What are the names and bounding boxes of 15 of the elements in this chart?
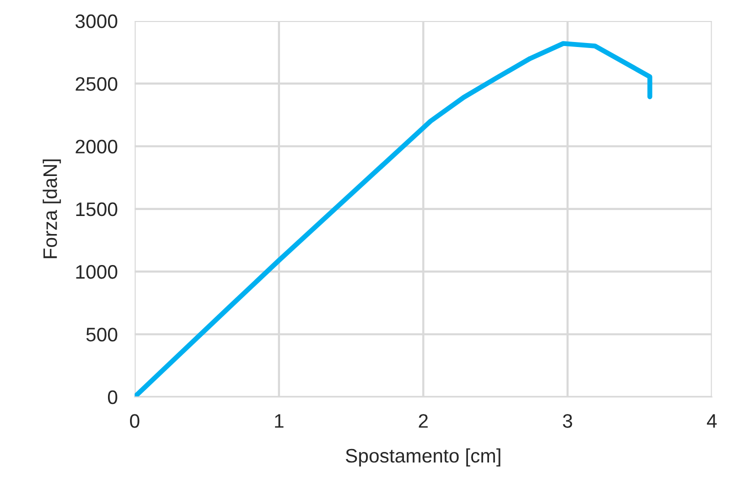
x-tick-label: 2: [418, 414, 428, 428]
y-tick-label: 0: [108, 390, 118, 404]
y-tick-label: 1500: [76, 202, 118, 216]
y-tick-label: 2000: [76, 140, 118, 154]
y-tick-label: 1000: [76, 265, 118, 279]
line-series: [134, 41, 652, 397]
x-tick-label: 0: [130, 414, 140, 428]
y-tick-label: 3000: [76, 14, 118, 28]
x-tick-label: 3: [562, 414, 572, 428]
x-tick-label: 4: [706, 414, 717, 428]
y-tick-label: 2500: [76, 77, 118, 91]
y-tick-label: 500: [86, 328, 118, 342]
x-tick-label: 1: [275, 414, 284, 428]
y-axis-title: Forza [daN]: [42, 160, 61, 258]
x-axis-title: Spostamento [cm]: [346, 448, 500, 466]
